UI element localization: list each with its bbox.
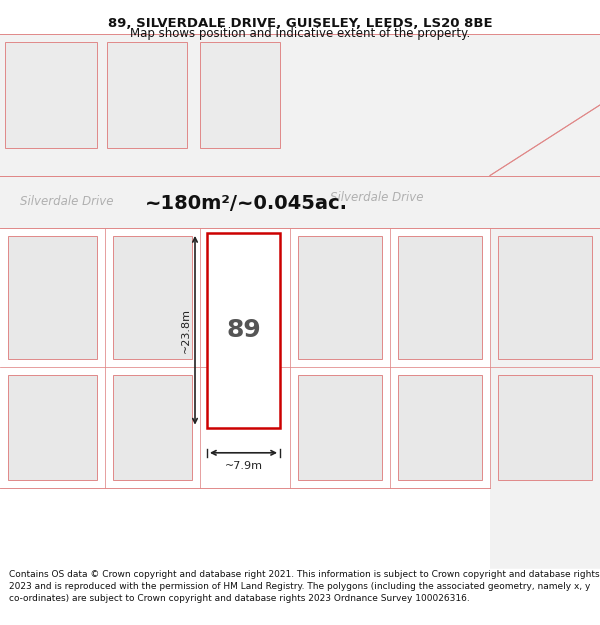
Bar (113, 375, 192, 480)
Bar (113, 236, 192, 359)
Text: ~180m²/~0.045ac.: ~180m²/~0.045ac. (145, 194, 348, 213)
Bar (398, 375, 482, 480)
Text: Silverdale Drive: Silverdale Drive (20, 195, 113, 208)
Bar (398, 236, 482, 359)
Bar (298, 375, 382, 480)
Polygon shape (490, 34, 600, 176)
Bar (8, 375, 97, 480)
Bar (0, 34, 600, 176)
Bar (107, 42, 187, 148)
Bar (200, 42, 280, 148)
Text: Silverdale Drive: Silverdale Drive (330, 191, 424, 204)
Polygon shape (490, 105, 600, 569)
Text: 89: 89 (226, 318, 261, 342)
Text: ~7.9m: ~7.9m (224, 461, 263, 471)
Text: ~23.8m: ~23.8m (181, 308, 191, 352)
Text: 89, SILVERDALE DRIVE, GUISELEY, LEEDS, LS20 8BE: 89, SILVERDALE DRIVE, GUISELEY, LEEDS, L… (107, 17, 493, 30)
Text: Contains OS data © Crown copyright and database right 2021. This information is : Contains OS data © Crown copyright and d… (9, 570, 599, 602)
Bar (5, 42, 97, 148)
Bar (298, 236, 382, 359)
Bar (207, 233, 280, 428)
Text: Map shows position and indicative extent of the property.: Map shows position and indicative extent… (130, 28, 470, 41)
Bar (498, 236, 592, 359)
Bar (8, 236, 97, 359)
Bar (498, 375, 592, 480)
Bar (0, 176, 600, 228)
